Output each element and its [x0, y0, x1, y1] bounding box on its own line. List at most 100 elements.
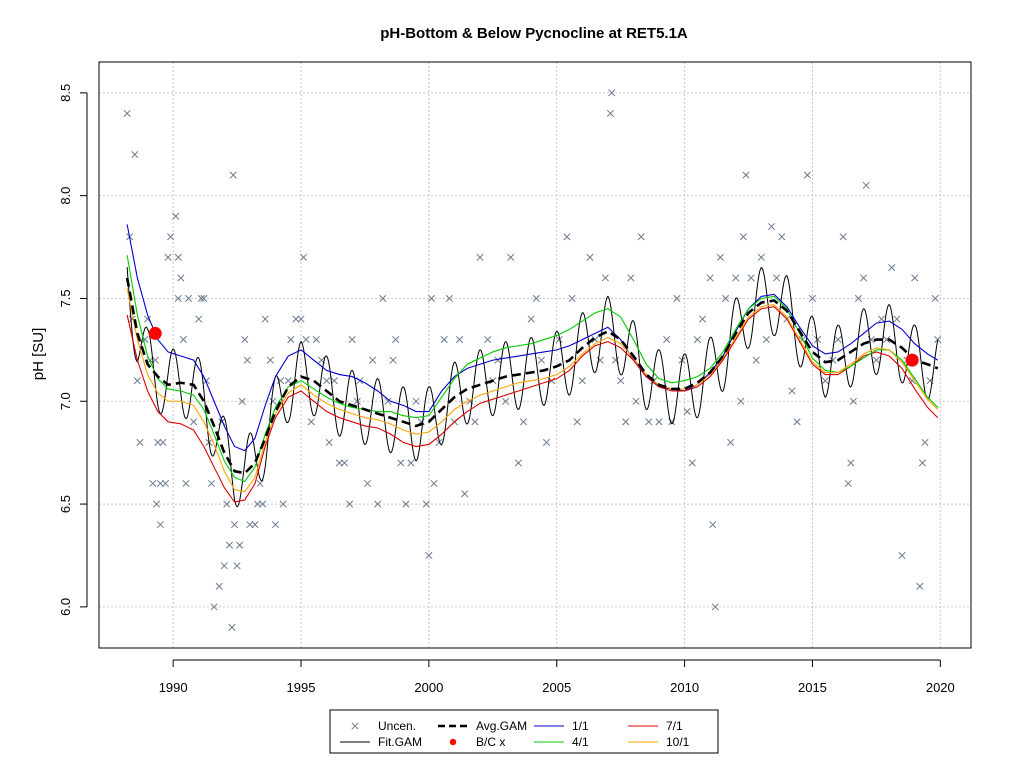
legend-item-b-c-x-symbol: [449, 738, 457, 746]
data-point-125: [617, 377, 625, 385]
data-point-164: [814, 336, 822, 344]
data-point-126: [622, 418, 630, 426]
legend-item-b-c-x-label: B/C x: [476, 735, 505, 749]
data-point-147: [732, 274, 740, 282]
data-point-174: [862, 181, 870, 189]
data-point-61: [297, 315, 305, 323]
data-point-15: [159, 438, 167, 446]
y-tick-label-5: 8.5: [58, 84, 73, 102]
data-point-67: [323, 377, 331, 385]
data-point-159: [788, 387, 796, 395]
legend-item-7-1-label: 7/1: [666, 719, 683, 733]
legend-item-fit-gam-label: Fit.GAM: [378, 735, 422, 749]
data-point-130: [645, 418, 653, 426]
data-point-32: [207, 479, 216, 488]
series-uncen-points: [123, 89, 942, 631]
data-point-11: [152, 500, 161, 508]
data-point-154: [762, 336, 770, 344]
data-point-185: [916, 582, 924, 590]
data-point-76: [363, 479, 372, 488]
data-point-54: [269, 397, 277, 405]
data-point-17: [164, 253, 172, 261]
data-point-163: [808, 294, 817, 303]
x-tick-label-4: 2010: [670, 680, 699, 695]
bc-point-0: [148, 326, 162, 340]
data-layer: [123, 89, 942, 631]
x-tick-label-6: 2020: [926, 680, 955, 695]
data-point-187: [921, 438, 929, 446]
data-point-37: [223, 500, 231, 508]
legend-item-uncen--label: Uncen.: [378, 719, 416, 733]
data-point-12: [154, 438, 162, 446]
data-point-48: [251, 521, 259, 529]
data-point-3: [131, 150, 139, 159]
data-point-5: [136, 438, 144, 446]
data-point-145: [721, 294, 730, 303]
data-point-142: [709, 521, 717, 529]
data-point-155: [767, 222, 776, 231]
data-point-23: [179, 336, 187, 344]
data-point-103: [494, 356, 502, 364]
data-point-184: [911, 274, 919, 282]
data-point-46: [243, 356, 251, 364]
data-point-70: [335, 459, 343, 467]
data-point-25: [184, 294, 193, 303]
data-point-77: [369, 356, 377, 364]
legend-item-1-1-label: 1/1: [572, 719, 589, 733]
data-point-47: [246, 521, 254, 529]
data-point-74: [353, 397, 361, 405]
data-point-160: [793, 418, 801, 426]
data-point-93: [440, 336, 448, 344]
data-point-91: [430, 479, 438, 488]
data-point-60: [292, 315, 300, 323]
y-tick-label-4: 8.0: [58, 187, 73, 205]
data-point-167: [834, 336, 842, 344]
data-point-49: [253, 500, 262, 508]
series-line-4-1: [126, 255, 939, 483]
data-point-176: [872, 356, 880, 364]
data-point-162: [803, 171, 811, 179]
data-point-108: [527, 315, 535, 323]
plot-area: 1990 1995 2000 2005 2010 2015 2020 6.0 6.5 7.0 7.5…: [58, 61, 972, 695]
data-point-157: [778, 233, 786, 241]
data-point-86: [412, 397, 420, 405]
data-point-116: [573, 418, 581, 426]
data-point-43: [236, 541, 244, 549]
data-point-28: [197, 294, 205, 303]
data-point-65: [312, 336, 320, 344]
data-point-177: [877, 315, 886, 323]
data-point-113: [555, 336, 563, 344]
y-tick-label-1: 6.5: [58, 495, 73, 513]
data-point-146: [727, 438, 735, 446]
data-point-38: [225, 541, 233, 549]
data-point-105: [507, 253, 515, 261]
data-point-73: [348, 336, 356, 344]
data-point-152: [752, 356, 760, 364]
data-point-63: [302, 336, 310, 344]
data-point-24: [182, 479, 190, 488]
data-point-72: [346, 500, 354, 508]
y-axis-label: pH [SU]: [30, 328, 47, 381]
data-point-39: [228, 623, 236, 631]
data-point-165: [821, 377, 829, 385]
data-point-118: [586, 253, 594, 261]
chart-title: pH-Bottom & Below Pycnocline at RET5.1A: [380, 25, 688, 42]
data-point-140: [698, 315, 707, 323]
plot-frame: [98, 61, 972, 649]
data-point-53: [266, 356, 274, 364]
data-point-81: [389, 356, 397, 364]
data-point-148: [737, 397, 745, 405]
data-point-51: [259, 500, 267, 508]
data-point-97: [461, 490, 469, 498]
data-point-96: [456, 336, 464, 344]
data-point-149: [739, 233, 747, 241]
data-point-106: [514, 459, 522, 467]
data-point-89: [425, 551, 433, 560]
data-point-83: [397, 459, 405, 467]
data-point-14: [156, 521, 164, 529]
data-point-169: [844, 479, 852, 488]
data-point-139: [693, 336, 701, 344]
data-point-68: [325, 438, 333, 446]
series-line-7-1: [126, 306, 939, 503]
bc-point-1: [905, 353, 919, 367]
